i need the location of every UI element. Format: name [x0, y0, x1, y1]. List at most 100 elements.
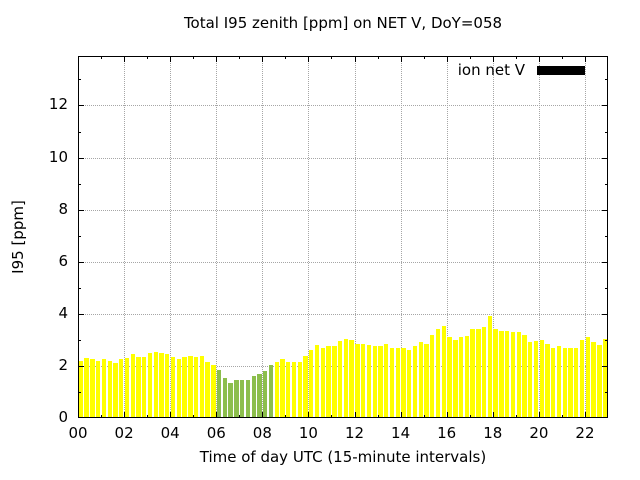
x-tick-mark	[285, 56, 287, 59]
y-tick-mark	[602, 105, 608, 107]
x-tick-mark	[147, 415, 149, 418]
bar	[458, 337, 464, 418]
bar	[309, 350, 314, 418]
y-tick-mark	[602, 157, 608, 159]
y-tick-mark	[602, 313, 608, 315]
bar	[516, 332, 521, 418]
y-tick-mark	[78, 157, 84, 159]
bar	[395, 347, 400, 418]
bar	[412, 346, 418, 418]
bar	[280, 359, 285, 418]
bar	[240, 380, 245, 418]
gridline-h	[78, 313, 608, 315]
x-tick-mark	[308, 56, 310, 62]
y-tick-mark	[602, 365, 608, 367]
bar	[101, 359, 107, 418]
bar	[389, 347, 395, 418]
y-tick-mark	[78, 391, 81, 393]
x-tick-mark	[354, 56, 356, 62]
bar	[222, 377, 228, 418]
bar	[314, 345, 320, 418]
x-tick-label: 08	[252, 424, 272, 442]
legend-label: ion net V	[457, 61, 525, 79]
bar	[303, 355, 308, 418]
x-tick-mark	[170, 412, 172, 418]
y-tick-label: 0	[58, 408, 68, 426]
gridline-h	[78, 209, 608, 211]
bar	[470, 329, 475, 418]
gridline-h	[78, 365, 608, 367]
x-tick-mark	[446, 412, 448, 418]
y-tick-mark	[605, 287, 608, 289]
y-tick-mark	[78, 261, 84, 263]
x-tick-label: 16	[437, 424, 457, 442]
y-tick-label: 6	[58, 251, 68, 270]
y-tick-mark	[78, 313, 84, 315]
bar	[487, 316, 493, 418]
x-tick-mark	[101, 415, 103, 418]
x-tick-label: 18	[483, 424, 503, 442]
y-tick-mark	[78, 287, 81, 289]
x-tick-mark	[262, 412, 264, 418]
bar	[551, 347, 556, 418]
bar	[597, 345, 602, 418]
bar	[268, 364, 274, 418]
y-tick-mark	[78, 79, 81, 81]
x-axis-title: Time of day UTC (15-minute intervals)	[199, 448, 487, 466]
bar	[107, 360, 112, 418]
bar	[366, 345, 372, 418]
y-tick-mark	[78, 209, 84, 211]
x-tick-mark	[561, 415, 563, 418]
x-tick-mark	[285, 415, 287, 418]
bar	[591, 342, 596, 418]
bar	[245, 380, 251, 418]
bar	[481, 326, 487, 418]
legend: ion net V	[458, 61, 585, 79]
bar	[579, 339, 585, 418]
y-tick-mark	[602, 209, 608, 211]
x-tick-mark	[492, 412, 494, 418]
y-tick-label: 8	[58, 199, 68, 218]
y-tick-label: 12	[48, 95, 68, 114]
chart-title: Total I95 zenith [ppm] on NET V, DoY=058	[183, 14, 503, 32]
bar	[84, 358, 89, 418]
x-tick-mark	[377, 415, 379, 418]
bar	[407, 350, 412, 418]
y-tick-mark	[605, 235, 608, 237]
bar	[153, 351, 158, 418]
x-tick-mark	[331, 56, 333, 59]
gridline-h	[78, 105, 608, 107]
x-tick-mark	[308, 412, 310, 418]
y-tick-mark	[602, 261, 608, 263]
y-tick-mark	[78, 105, 84, 107]
bar	[320, 347, 326, 418]
bar	[447, 337, 452, 418]
x-tick-label: 22	[575, 424, 595, 442]
x-tick-mark	[492, 56, 494, 62]
gridline-v	[262, 56, 264, 418]
x-tick-mark	[354, 412, 356, 418]
y-tick-mark	[78, 235, 81, 237]
bar	[372, 346, 377, 418]
bar	[424, 343, 429, 418]
bar	[78, 360, 84, 418]
bar	[291, 362, 297, 418]
legend-swatch-icon	[537, 65, 585, 75]
y-tick-label: 4	[58, 303, 68, 322]
bar	[602, 338, 608, 418]
bar	[476, 329, 481, 418]
bar	[556, 346, 562, 418]
bar	[401, 347, 406, 418]
bar	[441, 325, 446, 418]
x-tick-label: 12	[344, 424, 365, 442]
bar	[216, 369, 222, 418]
plot-area: ion net V	[78, 56, 608, 418]
bar	[113, 363, 118, 418]
x-tick-label: 20	[529, 424, 549, 442]
bar	[378, 346, 383, 418]
y-tick-mark	[78, 365, 84, 367]
y-tick-mark	[78, 183, 81, 185]
bar	[326, 346, 331, 418]
y-tick-mark	[605, 79, 608, 81]
